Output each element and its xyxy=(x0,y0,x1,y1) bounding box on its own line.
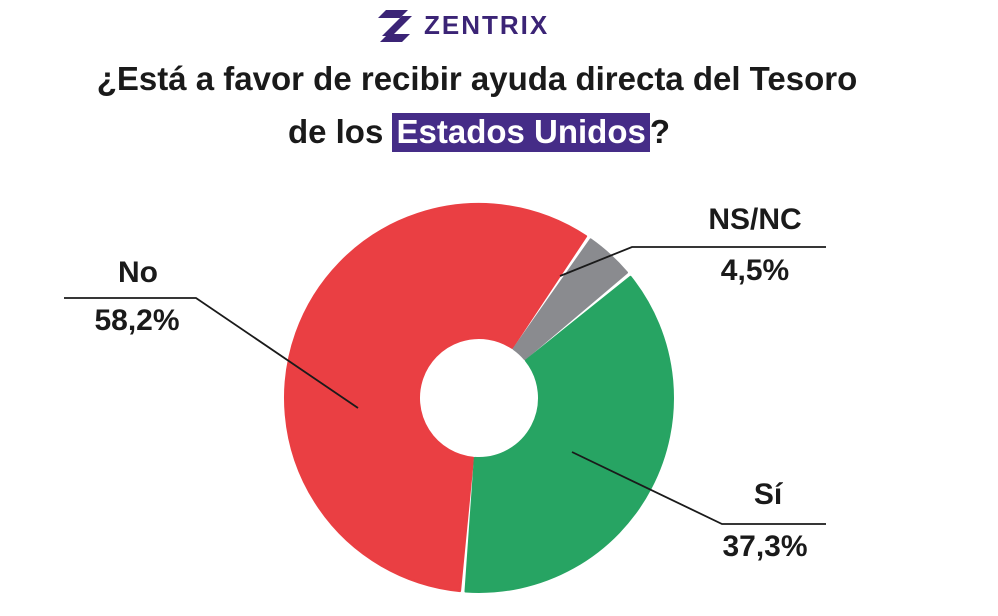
label-nsnc-value: 4,5% xyxy=(720,254,790,287)
title-highlight: Estados Unidos xyxy=(392,113,650,152)
label-nsnc-category: NS/NC xyxy=(708,203,802,236)
label-no-value: 58,2% xyxy=(94,304,180,337)
slice-si xyxy=(464,275,674,593)
leader-lines xyxy=(64,246,826,525)
title-suffix: ? xyxy=(649,113,671,150)
label-si-category: Sí xyxy=(753,478,783,511)
chart-title-line-1: ¿Está a favor de recibir ayuda directa d… xyxy=(96,60,858,97)
chart-title-line-2: de los Estados Unidos? xyxy=(0,113,978,152)
brand-name: ZENTRIX xyxy=(424,10,550,40)
leader-line-nsnc xyxy=(559,246,826,277)
leader-line-si xyxy=(571,451,826,525)
title-prefix: de los xyxy=(287,113,393,150)
label-no-category: No xyxy=(118,256,158,289)
slice-no xyxy=(284,203,588,593)
donut-slices xyxy=(284,203,674,593)
brand-header: ZENTRIX xyxy=(0,4,998,44)
zentrix-logo-icon xyxy=(378,10,412,42)
slice-nsnc xyxy=(512,238,629,361)
label-si-value: 37,3% xyxy=(722,530,808,563)
leader-line-no xyxy=(64,297,359,409)
